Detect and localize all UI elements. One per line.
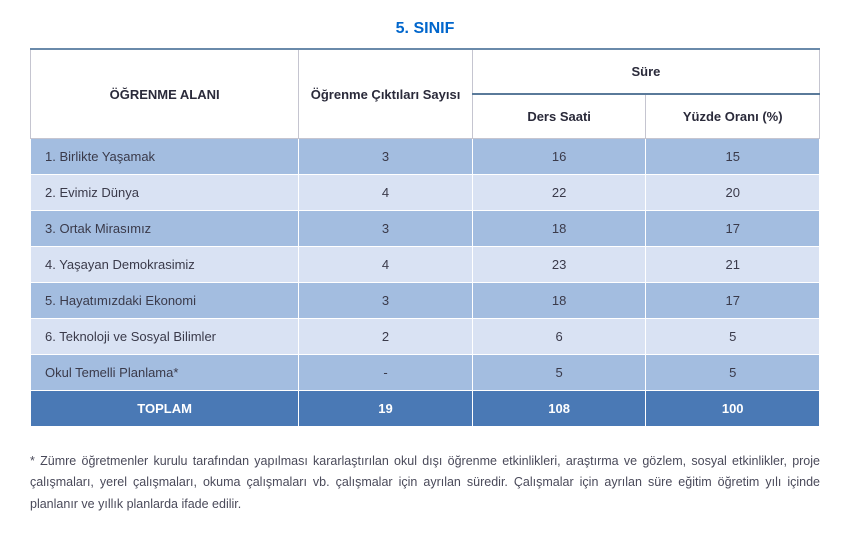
table-row: 3. Ortak Mirasımız31817: [31, 211, 820, 247]
cell-outcomes: 4: [299, 247, 473, 283]
cell-hours: 6: [472, 319, 646, 355]
cell-hours: 18: [472, 283, 646, 319]
header-duration-group: Süre: [472, 49, 819, 94]
cell-outcomes: 2: [299, 319, 473, 355]
cell-outcomes: 4: [299, 175, 473, 211]
summary-hours: 108: [472, 391, 646, 427]
cell-label: Okul Temelli Planlama*: [31, 355, 299, 391]
table-row: 5. Hayatımızdaki Ekonomi31817: [31, 283, 820, 319]
table-row: 4. Yaşayan Demokrasimiz42321: [31, 247, 820, 283]
cell-percentage: 5: [646, 319, 820, 355]
summary-label: TOPLAM: [31, 391, 299, 427]
cell-hours: 22: [472, 175, 646, 211]
header-lesson-hours: Ders Saati: [472, 94, 646, 139]
table-row: 6. Teknoloji ve Sosyal Bilimler265: [31, 319, 820, 355]
summary-outcomes: 19: [299, 391, 473, 427]
curriculum-table: ÖĞRENME ALANI Öğrenme Çıktıları Sayısı S…: [30, 48, 820, 427]
table-row: 1. Birlikte Yaşamak31615: [31, 139, 820, 175]
cell-label: 2. Evimiz Dünya: [31, 175, 299, 211]
table-row: Okul Temelli Planlama*-55: [31, 355, 820, 391]
cell-outcomes: 3: [299, 139, 473, 175]
header-percentage: Yüzde Oranı (%): [646, 94, 820, 139]
cell-hours: 23: [472, 247, 646, 283]
cell-percentage: 17: [646, 283, 820, 319]
cell-label: 4. Yaşayan Demokrasimiz: [31, 247, 299, 283]
table-row: 2. Evimiz Dünya42220: [31, 175, 820, 211]
cell-outcomes: 3: [299, 283, 473, 319]
cell-hours: 16: [472, 139, 646, 175]
summary-row: TOPLAM19108100: [31, 391, 820, 427]
cell-label: 6. Teknoloji ve Sosyal Bilimler: [31, 319, 299, 355]
cell-label: 3. Ortak Mirasımız: [31, 211, 299, 247]
header-outcome-count: Öğrenme Çıktıları Sayısı: [299, 49, 473, 139]
page-title: 5. SINIF: [30, 20, 820, 38]
cell-percentage: 15: [646, 139, 820, 175]
cell-hours: 5: [472, 355, 646, 391]
header-learning-area: ÖĞRENME ALANI: [31, 49, 299, 139]
cell-percentage: 20: [646, 175, 820, 211]
cell-label: 5. Hayatımızdaki Ekonomi: [31, 283, 299, 319]
cell-outcomes: 3: [299, 211, 473, 247]
table-body: 1. Birlikte Yaşamak316152. Evimiz Dünya4…: [31, 139, 820, 427]
footnote-text: * Zümre öğretmenler kurulu tarafından ya…: [30, 451, 820, 515]
cell-percentage: 5: [646, 355, 820, 391]
cell-percentage: 17: [646, 211, 820, 247]
cell-outcomes: -: [299, 355, 473, 391]
cell-label: 1. Birlikte Yaşamak: [31, 139, 299, 175]
summary-percentage: 100: [646, 391, 820, 427]
cell-percentage: 21: [646, 247, 820, 283]
cell-hours: 18: [472, 211, 646, 247]
